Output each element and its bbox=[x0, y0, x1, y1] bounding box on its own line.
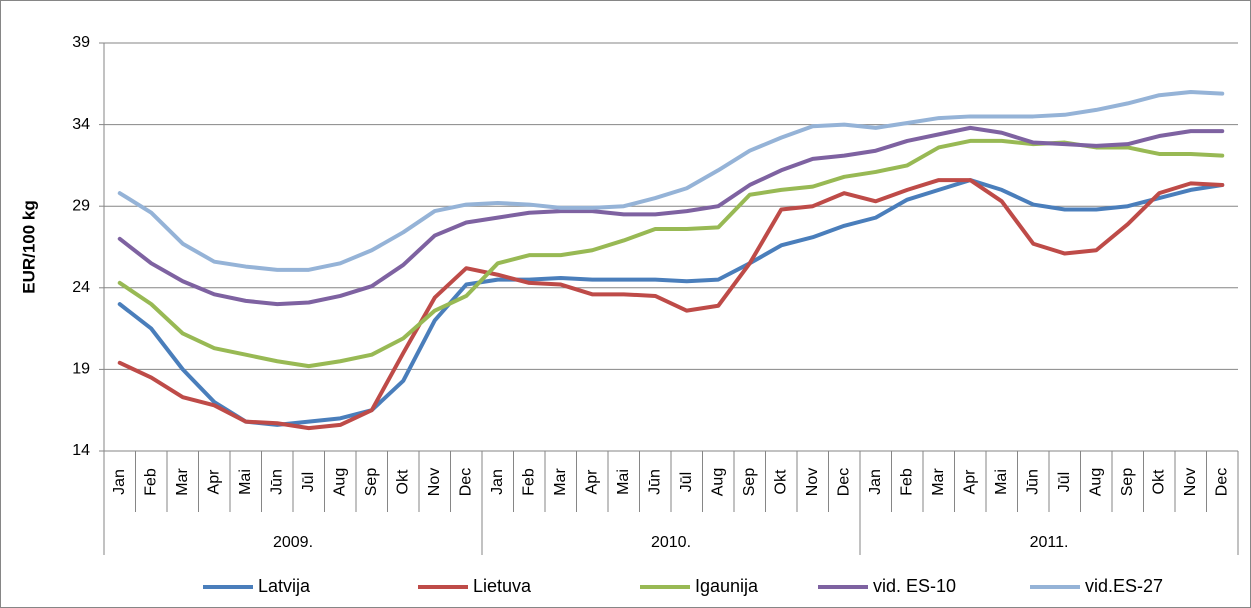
x-tick-label: Mai bbox=[615, 469, 632, 495]
x-tick-label: Jūl bbox=[1056, 472, 1073, 492]
x-tick-label: Apr bbox=[205, 469, 222, 495]
line-series bbox=[117, 89, 1225, 272]
x-tick-label: Okt bbox=[1150, 469, 1167, 494]
x-tick-label: Feb bbox=[898, 468, 915, 496]
x-tick-label: Dec bbox=[835, 468, 852, 496]
x-tick-label: Dec bbox=[1213, 468, 1230, 496]
legend-label: Latvija bbox=[258, 576, 311, 596]
x-tick-label: Jūl bbox=[678, 472, 695, 492]
line-series bbox=[117, 178, 1225, 431]
x-tick-label: Aug bbox=[1087, 468, 1104, 496]
x-tick-label: Sep bbox=[363, 468, 380, 497]
x-tick-label: Jūn bbox=[646, 469, 663, 495]
x-tick-label: Mai bbox=[237, 469, 254, 495]
y-tick-label: 39 bbox=[72, 34, 90, 51]
x-tick-label: Feb bbox=[520, 468, 537, 496]
x-tick-label: Jūn bbox=[1024, 469, 1041, 495]
x-tick-label: Nov bbox=[804, 468, 821, 496]
x-tick-label: Mar bbox=[174, 468, 191, 496]
y-tick-label: 34 bbox=[72, 116, 90, 133]
year-label: 2009. bbox=[273, 534, 313, 551]
x-tick-label: Mai bbox=[993, 469, 1010, 495]
y-axis-title: EUR/100 kg bbox=[19, 200, 38, 294]
x-tick-label: Sep bbox=[1119, 468, 1136, 497]
x-tick-label: Sep bbox=[741, 468, 758, 497]
x-tick-label: Nov bbox=[1182, 468, 1199, 496]
line-series bbox=[117, 125, 1225, 307]
x-tick-label: Nov bbox=[426, 468, 443, 496]
x-tick-label: Jan bbox=[867, 469, 884, 495]
x-tick-label: Okt bbox=[394, 469, 411, 494]
y-tick-label: 19 bbox=[72, 361, 90, 378]
x-tick-label: Dec bbox=[457, 468, 474, 496]
x-tick-label: Aug bbox=[709, 468, 726, 496]
line-series bbox=[117, 178, 1225, 427]
x-tick-label: Okt bbox=[772, 469, 789, 494]
x-tick-label: Jan bbox=[489, 469, 506, 495]
x-tick-label: Jūn bbox=[268, 469, 285, 495]
x-tick-label: Feb bbox=[142, 468, 159, 496]
x-tick-label: Apr bbox=[583, 469, 600, 495]
y-tick-label: 14 bbox=[72, 442, 90, 459]
legend-label: vid.ES-27 bbox=[1085, 576, 1163, 596]
legend-label: Igaunija bbox=[695, 576, 759, 596]
x-tick-label: Jan bbox=[111, 469, 128, 495]
legend-label: vid. ES-10 bbox=[873, 576, 956, 596]
legend-label: Lietuva bbox=[473, 576, 532, 596]
x-tick-label: Aug bbox=[331, 468, 348, 496]
y-tick-label: 29 bbox=[72, 197, 90, 214]
x-tick-label: Apr bbox=[961, 469, 978, 495]
x-tick-label: Mar bbox=[930, 468, 947, 496]
y-tick-label: 24 bbox=[72, 279, 90, 296]
year-label: 2010. bbox=[651, 534, 691, 551]
x-tick-label: Jūl bbox=[300, 472, 317, 492]
x-tick-label: Mar bbox=[552, 468, 569, 496]
year-label: 2011. bbox=[1030, 534, 1069, 551]
